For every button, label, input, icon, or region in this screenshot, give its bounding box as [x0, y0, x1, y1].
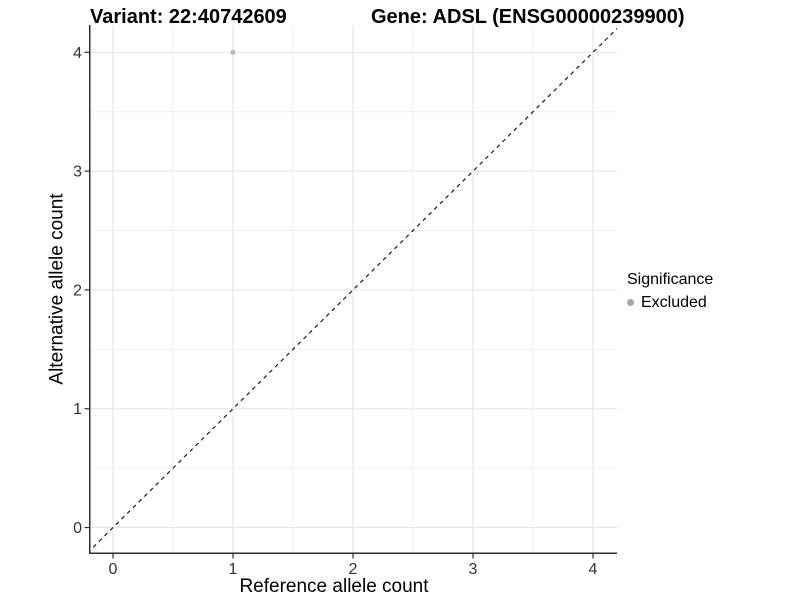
plot-title-gene: Gene: ADSL (ENSG00000239900) — [371, 6, 685, 28]
x-tick-label: 3 — [469, 561, 478, 578]
y-tick-label: 3 — [73, 164, 82, 181]
x-tick-label: 0 — [109, 561, 118, 578]
y-axis-title: Alternative allele count — [46, 193, 68, 385]
x-tick-label: 1 — [229, 561, 238, 578]
x-axis-title: Reference allele count — [239, 576, 429, 597]
legend-item-excluded: Excluded — [627, 293, 713, 312]
y-tick-label: 2 — [73, 282, 82, 299]
legend-title: Significance — [627, 271, 714, 288]
data-point — [230, 49, 236, 55]
x-tick-label: 2 — [349, 561, 358, 578]
y-tick-label: 0 — [73, 520, 82, 537]
legend: Significance Excluded — [627, 270, 713, 312]
y-tick-label: 4 — [73, 45, 82, 62]
x-tick-label: 4 — [589, 561, 598, 578]
legend-item-label: Excluded — [641, 294, 707, 311]
plot-title-variant: Variant: 22:40742609 — [90, 6, 287, 28]
y-tick-label: 1 — [73, 401, 82, 418]
excluded-point-swatch — [627, 299, 634, 307]
identity-line — [89, 27, 617, 553]
